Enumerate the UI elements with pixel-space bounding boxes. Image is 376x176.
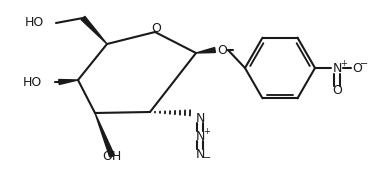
Polygon shape bbox=[95, 113, 114, 157]
Polygon shape bbox=[59, 80, 78, 84]
Text: N: N bbox=[332, 61, 342, 74]
Text: N: N bbox=[195, 112, 205, 124]
Polygon shape bbox=[81, 16, 107, 44]
Text: O: O bbox=[332, 83, 342, 96]
Text: +: + bbox=[341, 59, 347, 68]
Text: −: − bbox=[203, 153, 211, 163]
Text: +: + bbox=[203, 127, 211, 137]
Text: −: − bbox=[360, 59, 368, 69]
Text: N: N bbox=[195, 147, 205, 161]
Text: OH: OH bbox=[102, 150, 121, 164]
Text: HO: HO bbox=[24, 17, 44, 30]
Polygon shape bbox=[196, 48, 215, 53]
Text: O: O bbox=[151, 21, 161, 34]
Text: HO: HO bbox=[23, 76, 42, 89]
Text: O: O bbox=[352, 61, 362, 74]
Text: N: N bbox=[195, 130, 205, 143]
Text: O: O bbox=[217, 43, 227, 56]
